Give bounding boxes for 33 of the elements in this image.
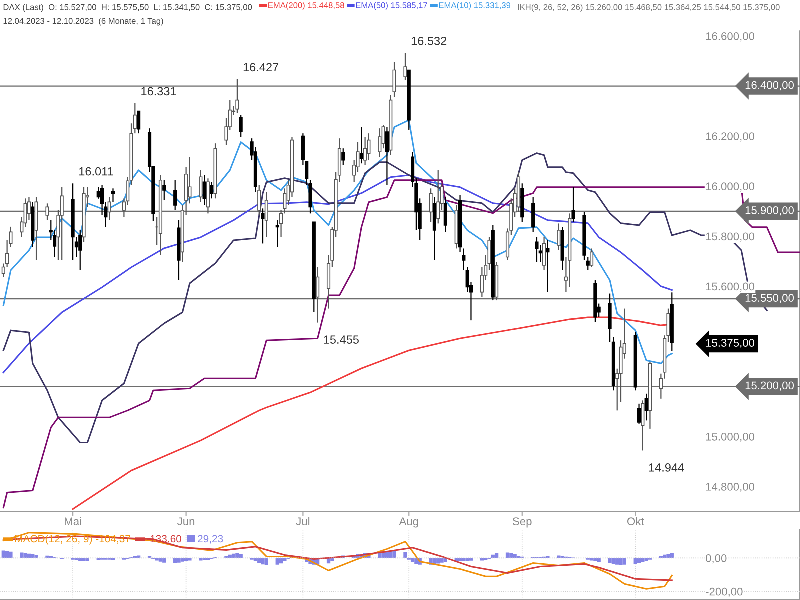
ref-line-label: 16.400,00: [746, 81, 794, 91]
ref-line-label: 15.900,00: [746, 206, 794, 216]
text: IKH(9, 26, 52, 26) 15.260,00 15.468,50 15.364,25 15.544,50 15.375,00: [518, 4, 780, 12]
y-tick-label: 15.000,00: [706, 432, 755, 442]
annotation: 16.011: [80, 167, 114, 176]
y-tick-label: 16.000,00: [706, 182, 755, 192]
annotation: 16.331: [142, 87, 176, 96]
chart-subtitle: 12.04.2023 - 12.10.2023 (6 Monate, 1 Tag): [4, 18, 164, 26]
y-tick-label: 15.800,00: [706, 232, 755, 242]
ref-line-label: 15.550,00: [746, 294, 794, 304]
y-tick-label: 14.800,00: [706, 483, 755, 492]
y-tick-label: -200,00: [706, 588, 743, 598]
y-tick-label: 16.200,00: [706, 132, 755, 142]
annotation: 15.455: [324, 336, 359, 344]
annotation: 14.944: [649, 464, 684, 472]
y-tick-label: 16.600,00: [706, 32, 755, 42]
legend-label: EMA(50) 15.585,17: [356, 2, 428, 10]
x-tick-label: Jun: [178, 518, 195, 526]
chart-title: DAX (Last) O: 15.527,00 H: 15.575,50 L: 15.341,50 C: 15.375,00: [4, 4, 252, 12]
x-tick-label: Okt: [628, 517, 644, 526]
legend-label: EMA(10) 15.331,39: [439, 2, 511, 10]
y-tick-label: 0,00: [706, 554, 727, 564]
annotation: 16.427: [244, 63, 279, 72]
legend-label: EMA(200) 15.448,58: [268, 2, 344, 10]
annotation: 16.532: [412, 36, 447, 46]
ref-line-label: 15.200,00: [746, 382, 794, 391]
y-tick-label: 15.600,00: [706, 282, 755, 292]
x-tick-label: Aug: [399, 518, 418, 528]
x-tick-label: Sep: [512, 518, 532, 528]
x-tick-label: Mai: [65, 517, 82, 526]
x-tick-label: Jul: [296, 517, 310, 526]
legend-label: 29,23: [198, 535, 224, 544]
y-tick-label: 15.375,00: [706, 339, 755, 348]
